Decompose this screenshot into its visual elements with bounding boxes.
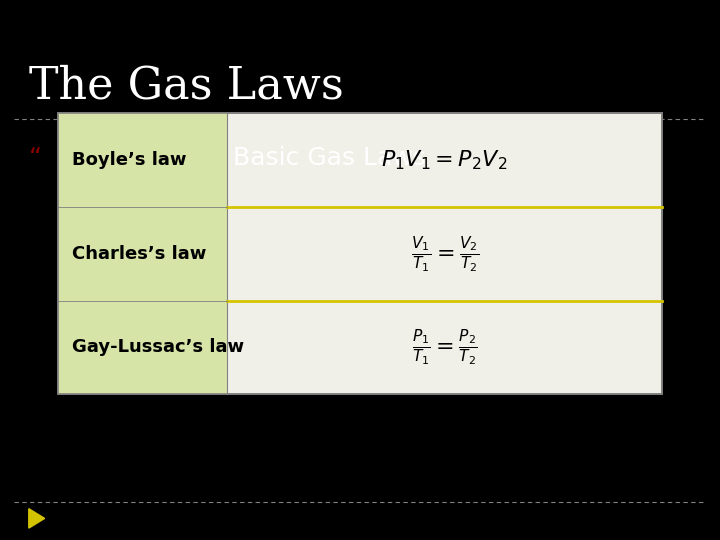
Polygon shape xyxy=(29,509,45,528)
Text: Charles’s law: Charles’s law xyxy=(72,245,207,263)
Text: Summary of Basic Gas Laws: Summary of Basic Gas Laws xyxy=(72,146,426,170)
Text: $\frac{V_1}{T_1} = \frac{V_2}{T_2}$: $\frac{V_1}{T_1} = \frac{V_2}{T_2}$ xyxy=(410,234,479,274)
Bar xyxy=(58,113,662,394)
Text: The Gas Laws: The Gas Laws xyxy=(29,65,343,108)
Bar xyxy=(58,113,662,394)
Text: Gay-Lussac’s law: Gay-Lussac’s law xyxy=(72,339,244,356)
Text: $\frac{P_1}{T_1} = \frac{P_2}{T_2}$: $\frac{P_1}{T_1} = \frac{P_2}{T_2}$ xyxy=(412,327,477,367)
Text: $P_1V_1 = P_2V_2$: $P_1V_1 = P_2V_2$ xyxy=(382,148,508,172)
Bar xyxy=(58,113,227,394)
Text: Boyle’s law: Boyle’s law xyxy=(72,151,186,169)
Text: “: “ xyxy=(29,146,42,170)
